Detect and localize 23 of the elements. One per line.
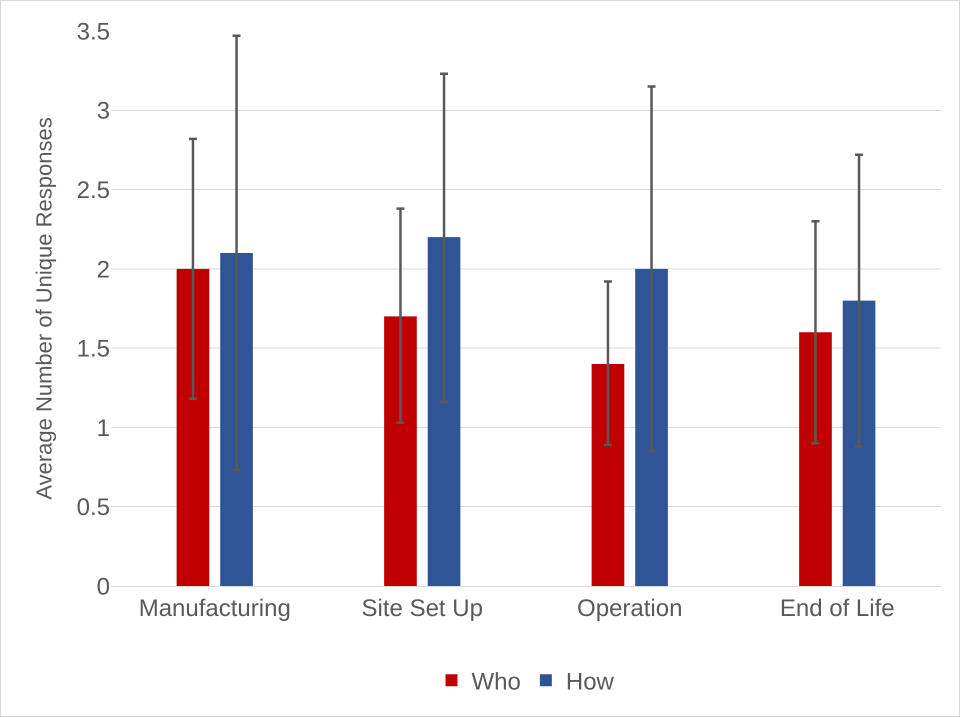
bar [592, 364, 624, 586]
bar [384, 316, 417, 586]
bar [176, 268, 210, 586]
x-tick-label: Site Set Up [362, 594, 483, 622]
bar [428, 237, 460, 586]
y-tick-label: 2.5 [76, 176, 110, 204]
y-tick-label: 1.5 [76, 336, 110, 363]
y-tick-label: 0 [96, 573, 110, 600]
x-tick-label: Manufacturing [138, 594, 291, 622]
bar [842, 300, 876, 586]
y-tick-label: 3 [96, 98, 110, 125]
y-tick-label: 1 [96, 414, 110, 442]
y-tick-label: 3.5 [76, 18, 110, 46]
y-axis-title: Average Number of Unique Responses [31, 117, 56, 500]
bar [635, 268, 668, 586]
y-tick-label: 2 [96, 256, 110, 284]
x-tick-label: Operation [577, 594, 682, 622]
y-tick-label: 0.5 [76, 494, 110, 522]
bar [220, 253, 253, 586]
legend-label: How [566, 668, 615, 696]
x-tick-label: End of Life [780, 594, 895, 622]
legend-label: Who [472, 668, 521, 696]
bar [799, 332, 832, 586]
